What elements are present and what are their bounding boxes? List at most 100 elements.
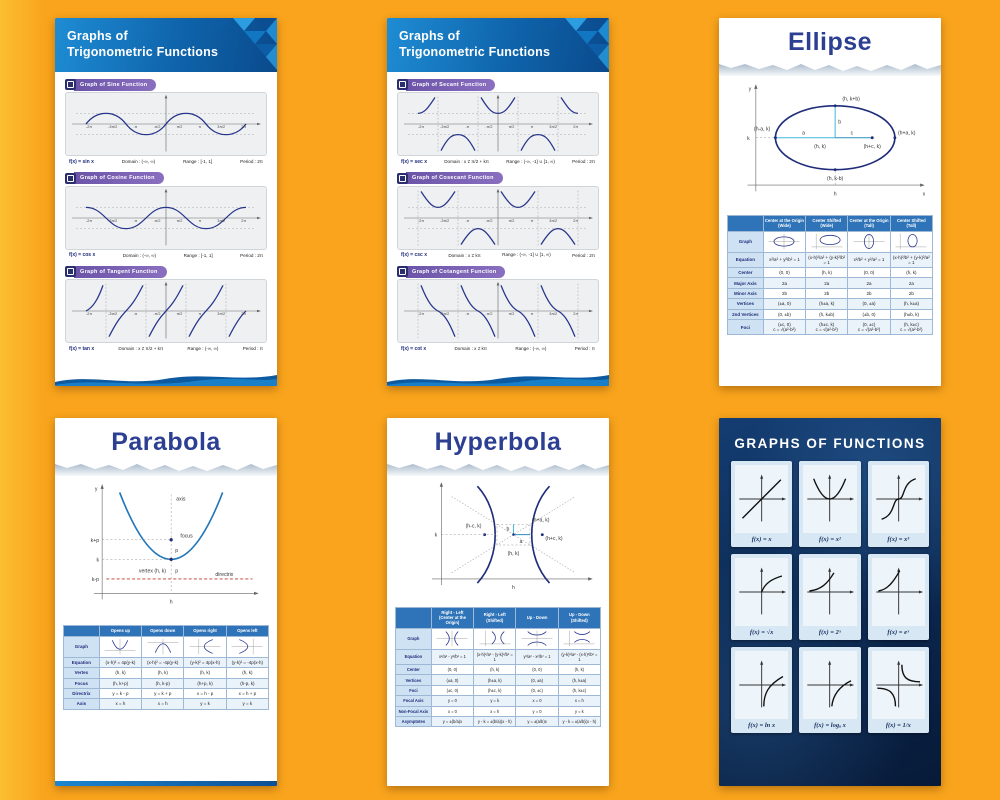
table-header-row: Right - Left (Center at the Origin) Right… bbox=[395, 606, 602, 629]
a-label: a bbox=[520, 539, 523, 545]
function-label: f(x) = 1/x bbox=[885, 722, 911, 729]
focus-label: (h+c, k) bbox=[864, 144, 882, 150]
function-range: Range : (-∞, ∞) bbox=[187, 346, 219, 351]
column-header: Opens up bbox=[98, 625, 143, 637]
table-cell: (x-h)² = -4p(y-k) bbox=[141, 656, 185, 669]
tag-chart-icon bbox=[65, 79, 76, 90]
cotangent-graph: -2π -3π/2 -π -π/2 π/2 π 3π/2 2π bbox=[397, 279, 599, 343]
section-label: Graph of Tangent Function bbox=[74, 265, 167, 278]
table-cell: (±c, 0) c = √(a²-b²) bbox=[762, 318, 807, 336]
table-cell: (h±a, k) bbox=[805, 298, 849, 310]
h-label: h bbox=[834, 191, 837, 197]
table-cell: (h, k) bbox=[805, 267, 849, 279]
table-cell: (±a, 0) bbox=[762, 298, 807, 310]
table-cell: (x-h)²/b² + (y-k)²/a² = 1 bbox=[889, 251, 934, 269]
row-label: Focus bbox=[63, 677, 100, 689]
column-header: Center Shifted (Tall) bbox=[889, 214, 934, 232]
hyp-ud-icon bbox=[515, 627, 559, 650]
directrix-label: directrix bbox=[215, 572, 233, 578]
secant-plot bbox=[404, 94, 593, 152]
ln-graph bbox=[735, 651, 789, 719]
row-label: Center bbox=[395, 664, 432, 676]
table-cell: 2b bbox=[762, 287, 807, 300]
poster-title: Hyperbola bbox=[434, 428, 562, 456]
tag-chart-icon bbox=[397, 172, 408, 184]
table-cell: x = h - p bbox=[183, 687, 227, 700]
row-label: Equation bbox=[395, 648, 432, 666]
cube-plot bbox=[875, 474, 923, 522]
row-label: Minor Axis bbox=[727, 287, 764, 300]
function-rule: f(x) = csc x bbox=[401, 252, 427, 258]
poster-title-line2: Trigonometric Functions bbox=[399, 45, 551, 60]
parabola-figure: y axis focus vertex (h, k) directrix k+p… bbox=[91, 484, 259, 606]
sine-graph: -2π -3π/2 -π -π/2 π/2 π 3π/2 2π bbox=[65, 92, 267, 156]
cosine-section: Graph of Cosine Function -2π -3π/2 -π -π/2 π… bbox=[65, 172, 267, 258]
function-range: Range : (-∞, -1] ∪ [1, ∞) bbox=[502, 252, 551, 257]
function-range: Range : (-∞, -1] ∪ [1, ∞) bbox=[506, 158, 555, 164]
square-plot bbox=[807, 474, 855, 522]
tag-chart-icon bbox=[65, 172, 76, 184]
cosecant-graph: -2π -3π/2 -π -π/2 π/2 π 3π/2 2π bbox=[397, 185, 599, 250]
column-header bbox=[63, 625, 100, 637]
k-minus-p-label: k-p bbox=[92, 577, 99, 583]
p-upper-label: p bbox=[175, 548, 178, 554]
linear-graph bbox=[735, 465, 789, 533]
column-header: Center at the Origin (Tall) bbox=[847, 214, 891, 232]
poster-header: Ellipse bbox=[719, 18, 941, 76]
table-cell: (h-p, k) bbox=[225, 677, 270, 689]
table-row: Vertex (h, k) (h, k) (h, k) (h, k) bbox=[63, 667, 270, 679]
exp-e-graph bbox=[871, 558, 925, 626]
poster-body: Graph of Secant Function bbox=[387, 72, 609, 352]
function-card-reciprocal: f(x) = 1/x bbox=[867, 647, 929, 733]
row-label: Equation bbox=[727, 251, 764, 269]
function-rule: f(x) = tan x bbox=[69, 345, 95, 352]
table-row: Major Axis 2a 2a 2a 2a bbox=[727, 277, 934, 289]
table-cell: x = h bbox=[98, 698, 143, 710]
table-cell: x = 0 bbox=[430, 705, 475, 717]
row-label: Equation bbox=[63, 656, 100, 669]
table-cell: 2b bbox=[805, 287, 849, 300]
section-label: Graph of Secant Function bbox=[406, 78, 496, 91]
row-label: Graph bbox=[727, 230, 764, 253]
parab-left-icon bbox=[225, 635, 270, 658]
section-label-tag: Graph of Sine Function bbox=[65, 78, 267, 91]
table-cell: 2a bbox=[889, 277, 934, 289]
torn-paper-edge bbox=[55, 460, 277, 476]
tangent-plot bbox=[72, 281, 261, 339]
cube-graph bbox=[871, 465, 925, 533]
function-card-log: f(x) = logₐ x bbox=[799, 647, 861, 733]
ellipse-tall-icon bbox=[847, 230, 891, 253]
table-cell: (x-h)²/a² - (y-k)²/b² = 1 bbox=[473, 648, 517, 666]
function-label: f(x) = √x bbox=[749, 629, 774, 636]
table-cell: y - k = ±(b/a)(x - h) bbox=[473, 715, 517, 728]
table-cell: y = k bbox=[473, 695, 517, 707]
function-label: f(x) = eˣ bbox=[887, 629, 910, 636]
row-label: Foci bbox=[727, 318, 764, 336]
table-row: Vertices (±a, 0) (h±a, k) (0, ±a) (h, k±a) bbox=[727, 298, 934, 310]
table-cell: x = h + p bbox=[225, 687, 270, 700]
bottom-vertex-label: (h, k-b) bbox=[827, 176, 844, 182]
function-domain: Domain : x ≠ kπ bbox=[454, 346, 487, 351]
poster-title-line2: Trigonometric Functions bbox=[67, 45, 219, 60]
exp2-graph bbox=[803, 558, 857, 626]
table-cell: (h, k) bbox=[473, 664, 517, 676]
table-cell: y - k = ±(a/b)(x - h) bbox=[557, 715, 602, 728]
function-range: Range : (-∞, ∞) bbox=[515, 346, 547, 351]
wave-footer bbox=[55, 375, 277, 386]
wave-footer bbox=[387, 375, 609, 386]
function-card-exp2: f(x) = 2ˣ bbox=[799, 554, 861, 640]
sine-section: Graph of Sine Function -2π -3π/2 -π -π/2 π/2… bbox=[65, 78, 267, 165]
secant-section: Graph of Secant Function bbox=[397, 78, 599, 165]
row-label: Axis bbox=[63, 698, 100, 710]
row-label: Focal Axis bbox=[395, 695, 432, 707]
function-domain: Domain : (-∞, ∞) bbox=[121, 159, 156, 164]
table-cell: y = k + p bbox=[141, 687, 185, 700]
poster-ellipse: Ellipse y x k h bbox=[719, 18, 941, 386]
function-label: f(x) = ln x bbox=[748, 722, 776, 729]
function-period: Period : 2π bbox=[240, 252, 263, 258]
poster-title-line1: Graphs of bbox=[67, 29, 128, 43]
semi-major-label: a bbox=[802, 131, 805, 137]
table-cell: (h, k±c) c = √(a²-b²) bbox=[889, 318, 934, 336]
function-info: f(x) = sin x Domain : (-∞, ∞) Range : [-… bbox=[65, 156, 267, 165]
